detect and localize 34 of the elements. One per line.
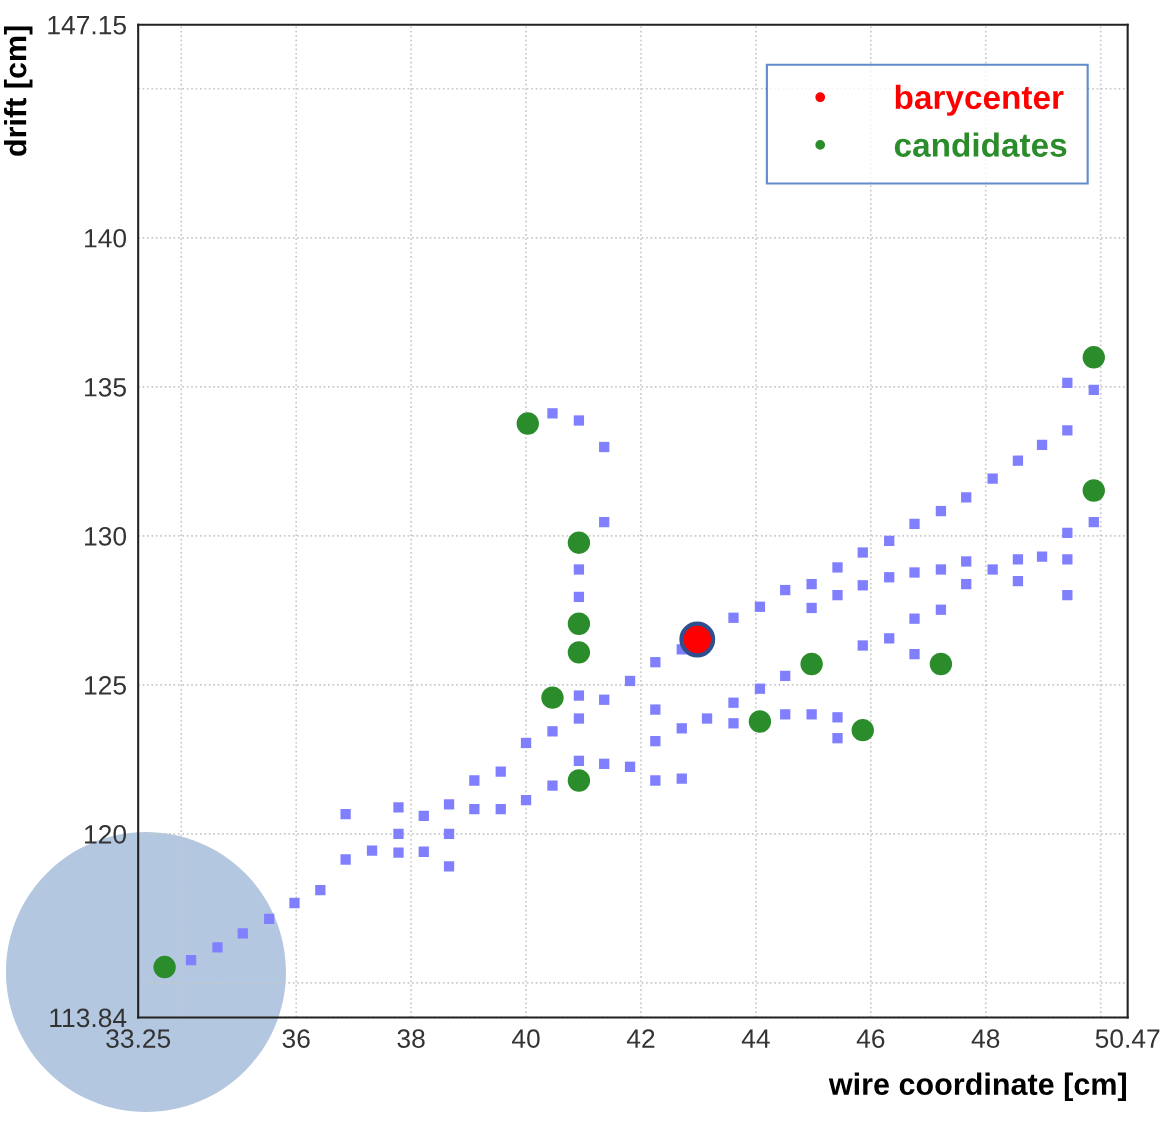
point xyxy=(929,652,953,676)
x-tick-label: 33.25 xyxy=(106,1029,171,1048)
point xyxy=(851,718,874,742)
x-tick-label: 38 xyxy=(397,1029,425,1048)
x-tick-label: 50.47 xyxy=(1095,1029,1160,1048)
legend-label: candidates xyxy=(894,132,1067,157)
y-tick-label: 135 xyxy=(85,377,126,397)
point xyxy=(516,412,539,435)
point xyxy=(153,955,176,979)
point xyxy=(567,612,591,635)
x-tick-label: 42 xyxy=(626,1029,655,1048)
point xyxy=(567,641,591,664)
y-tick-label: 125 xyxy=(85,675,126,695)
legend-label: barycenter xyxy=(895,84,1064,116)
point xyxy=(679,621,716,658)
point xyxy=(567,531,591,554)
point xyxy=(1082,346,1105,369)
point xyxy=(567,769,591,792)
y-tick-label: 140 xyxy=(85,228,127,248)
y-axis-title: drift [cm] xyxy=(3,26,33,156)
y-tick-label: 120 xyxy=(85,824,127,844)
x-tick-label: 40 xyxy=(511,1029,540,1048)
x-tick-label: 36 xyxy=(282,1029,310,1048)
y-tick-label: 113.84 xyxy=(50,1008,127,1028)
y-tick-label: 130 xyxy=(85,526,127,546)
x-tick-label: 44 xyxy=(741,1029,770,1048)
point xyxy=(748,710,772,733)
point xyxy=(541,686,564,709)
point xyxy=(800,652,823,676)
point xyxy=(1082,479,1105,502)
x-axis-title: wire coordinate [cm] xyxy=(828,1072,1126,1102)
x-tick-label: 46 xyxy=(856,1029,885,1048)
y-tick-label: 147.15 xyxy=(48,16,126,35)
x-tick-label: 48 xyxy=(971,1029,1000,1048)
